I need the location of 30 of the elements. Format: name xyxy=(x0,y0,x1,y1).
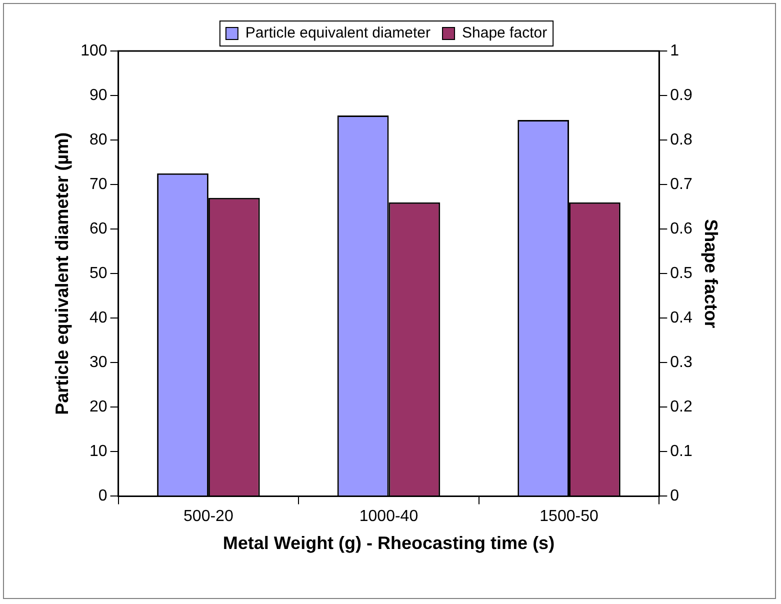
y-tick-label: 60 xyxy=(90,220,108,238)
y2-tick-label: 0.3 xyxy=(670,354,692,372)
y2-tick-label: 0.7 xyxy=(670,176,692,193)
y-tick-label: 100 xyxy=(80,42,108,60)
y-tick-label: 40 xyxy=(90,310,108,327)
y2-tick-label: 0.5 xyxy=(670,265,692,282)
y-tick-label: 20 xyxy=(90,398,108,416)
y-tick-label: 10 xyxy=(90,443,108,460)
y-tick-label: 70 xyxy=(90,176,108,193)
legend-label: Particle equivalent diameter xyxy=(245,24,431,42)
x-tick-label: 1000-40 xyxy=(359,508,418,526)
y2-tick-label: 0.4 xyxy=(670,310,692,327)
y2-tick-label: 0.8 xyxy=(670,131,692,148)
y2-axis-title: Shape factor xyxy=(701,219,722,328)
y-tick-label: 0 xyxy=(98,488,108,505)
y2-tick-label: 0.9 xyxy=(670,86,692,104)
x-axis-title: Metal Weight (g) - Rheocasting time (s) xyxy=(222,533,555,554)
y2-tick-label: 0.6 xyxy=(670,220,692,238)
x-tick-label: 1500-50 xyxy=(540,508,598,526)
y2-tick-label: 0 xyxy=(670,488,680,505)
y-axis-title: Particle equivalent diameter (µm) xyxy=(52,132,72,415)
y-tick-label: 50 xyxy=(90,265,108,282)
x-tick-label: 500-20 xyxy=(184,508,234,526)
legend-label: Shape factor xyxy=(462,24,548,42)
y-tick-label: 80 xyxy=(90,131,108,148)
y2-tick-label: 0.2 xyxy=(670,398,692,416)
y2-tick-label: 1 xyxy=(670,42,680,60)
y-tick-label: 90 xyxy=(90,86,108,104)
y-tick-label: 30 xyxy=(90,354,108,372)
y2-tick-label: 0.1 xyxy=(670,443,692,460)
